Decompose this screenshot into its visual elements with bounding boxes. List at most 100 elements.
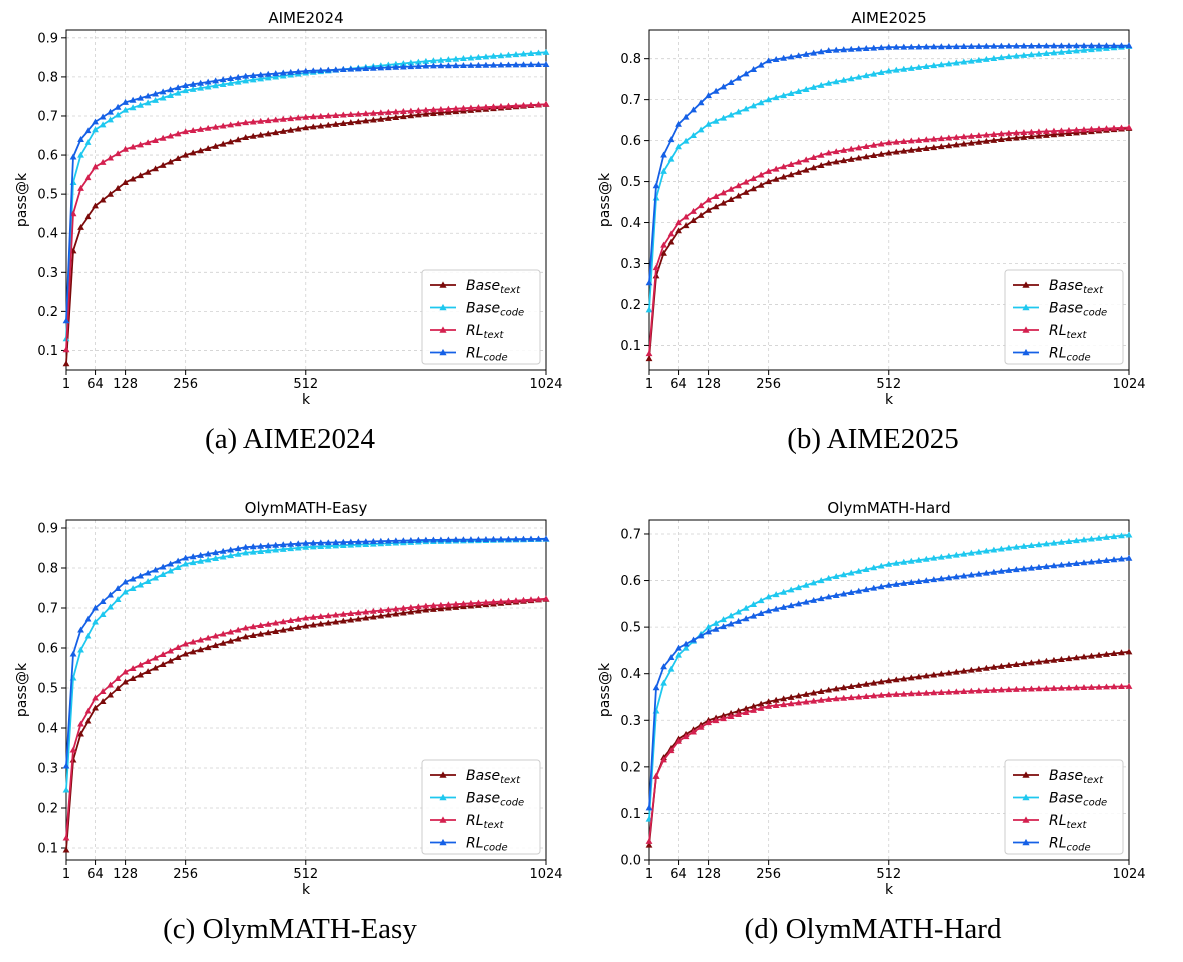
data-point [750, 706, 758, 713]
data-point [900, 65, 908, 72]
data-point [429, 602, 437, 609]
data-point [159, 94, 167, 101]
data-point [332, 111, 340, 118]
data-point [302, 539, 310, 546]
data-point [279, 127, 287, 134]
data-point [377, 64, 385, 71]
data-point [975, 138, 983, 145]
y-tick-label: 0.7 [620, 93, 641, 108]
data-point [182, 650, 190, 657]
y-tick-label: 0.2 [37, 802, 58, 817]
data-point [787, 586, 795, 593]
data-point [69, 650, 77, 657]
data-point [234, 73, 242, 80]
data-point [1050, 42, 1058, 49]
data-point [667, 238, 675, 245]
data-point [765, 57, 773, 64]
data-point [1073, 654, 1080, 661]
data-point [795, 88, 803, 94]
data-point [817, 595, 825, 602]
data-point [77, 730, 84, 737]
data-point [757, 61, 765, 68]
data-point [189, 648, 197, 655]
data-point [652, 772, 660, 779]
data-point [922, 577, 930, 584]
data-point [720, 623, 728, 630]
data-point [542, 100, 550, 107]
data-point [264, 629, 272, 636]
data-point [1028, 564, 1035, 571]
data-point [990, 55, 998, 61]
data-point [1110, 556, 1118, 563]
data-point [445, 604, 452, 611]
data-point [847, 589, 855, 596]
data-point [750, 175, 758, 182]
data-point [945, 552, 953, 559]
data-point [1095, 651, 1103, 658]
data-point [750, 702, 758, 709]
data-point [144, 92, 152, 99]
data-point [339, 610, 347, 617]
x-axis-label: k [302, 882, 311, 898]
data-point [137, 671, 145, 678]
data-point [1012, 52, 1020, 59]
data-point [302, 124, 310, 131]
data-point [107, 591, 114, 598]
data-point [1110, 683, 1118, 690]
data-point [197, 551, 205, 558]
data-point [915, 556, 923, 563]
data-point [1020, 542, 1028, 549]
data-point [922, 43, 930, 50]
data-point [1103, 683, 1110, 690]
data-point [429, 106, 437, 113]
y-axis-label: pass@k [597, 172, 613, 227]
data-point [705, 719, 712, 726]
data-point [885, 691, 893, 698]
data-point [249, 623, 257, 630]
data-point [384, 537, 392, 544]
data-point [167, 158, 175, 165]
y-tick-label: 0.6 [37, 149, 58, 164]
legend-label-rl_text: RLtext [1049, 813, 1088, 831]
data-point [900, 558, 908, 565]
data-point [832, 46, 840, 53]
data-point [144, 658, 152, 665]
data-point [129, 675, 137, 682]
data-point [705, 206, 712, 213]
legend-label-rl_text: RLtext [466, 323, 505, 341]
data-point [870, 141, 878, 148]
data-point [1020, 685, 1028, 692]
x-tick-label: 1 [62, 867, 70, 882]
x-tick-label: 64 [670, 867, 687, 882]
data-point [847, 155, 855, 162]
data-point [122, 179, 129, 185]
x-tick-label: 256 [173, 377, 198, 392]
data-point [294, 125, 302, 132]
data-point [482, 53, 490, 60]
data-point [92, 704, 99, 711]
data-point [422, 110, 430, 117]
data-point [219, 81, 227, 88]
data-point [1065, 130, 1073, 136]
data-point [982, 131, 990, 138]
y-tick-label: 0.3 [620, 257, 641, 272]
data-point [705, 92, 712, 99]
data-point [1020, 660, 1028, 667]
data-point [309, 67, 317, 74]
data-point [720, 189, 728, 196]
data-point [802, 598, 810, 605]
x-tick-label: 1 [645, 867, 653, 882]
data-point [727, 79, 735, 86]
series-rl_code [645, 554, 1133, 811]
data-point [967, 132, 975, 139]
data-point [182, 560, 190, 567]
data-point [1080, 536, 1088, 543]
data-point [452, 536, 460, 543]
data-point [1043, 50, 1050, 56]
legend-label-base_text: Basetext [1049, 278, 1104, 296]
data-point [1043, 42, 1050, 49]
data-point [727, 709, 735, 716]
data-point [795, 584, 803, 591]
data-point [219, 140, 227, 147]
data-point [645, 837, 653, 844]
